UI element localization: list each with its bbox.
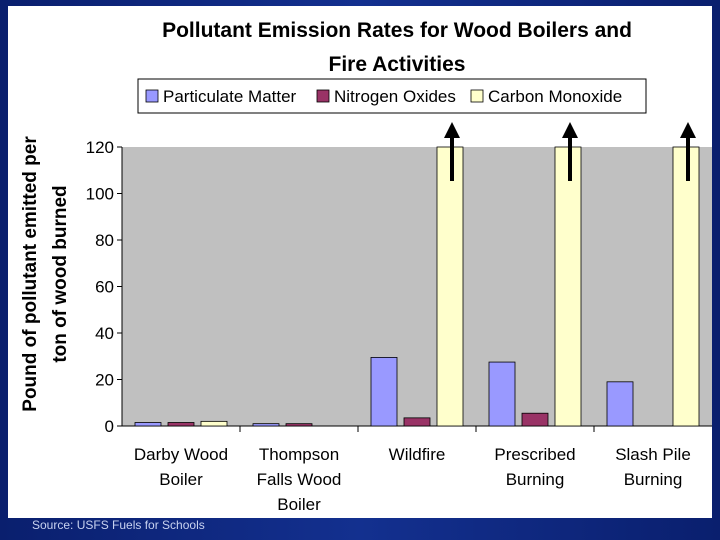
x-tick-label: Darby Wood: [134, 445, 228, 464]
chart-title-line1: Pollutant Emission Rates for Wood Boiler…: [162, 19, 632, 42]
up-arrow-icon: [562, 122, 578, 181]
plot-area: [122, 147, 712, 426]
y-tick-label: 120: [86, 138, 114, 157]
bar: [554, 146, 582, 427]
up-arrow-icon: [444, 122, 460, 181]
bar: [370, 357, 398, 427]
y-axis-label-line2: ton of wood burned: [50, 185, 71, 362]
legend-box: [137, 78, 647, 114]
x-tick-label: Falls Wood: [257, 470, 342, 489]
y-tick-label: 20: [95, 371, 114, 390]
x-tick-label: Burning: [624, 470, 683, 489]
bar: [403, 417, 431, 427]
legend-label: Nitrogen Oxides: [334, 87, 456, 106]
bar: [488, 361, 516, 427]
arrow-head: [562, 122, 578, 138]
bar: [252, 423, 280, 427]
x-tick-label: Boiler: [159, 470, 203, 489]
x-tick-label: Wildfire: [389, 445, 446, 464]
y-tick-label: 0: [105, 417, 114, 436]
bar: [672, 146, 700, 427]
x-tick-label: Slash Pile: [615, 445, 691, 464]
y-tick-label: 60: [95, 278, 114, 297]
x-tick-label: Prescribed: [494, 445, 575, 464]
y-tick-label: 80: [95, 231, 114, 250]
bar: [167, 422, 195, 427]
arrow-head: [444, 122, 460, 138]
legend-label: Carbon Monoxide: [488, 87, 622, 106]
arrow-head: [680, 122, 696, 138]
x-tick-label: Boiler: [277, 495, 321, 514]
y-axis-label-line1: Pound of pollutant emitted per: [20, 136, 41, 412]
bar: [200, 420, 228, 427]
bar: [606, 381, 634, 427]
legend-swatch: [470, 89, 484, 103]
bar: [436, 146, 464, 427]
legend-label: Particulate Matter: [163, 87, 297, 106]
up-arrow-icon: [680, 122, 696, 181]
y-tick-label: 40: [95, 324, 114, 343]
source-note: Source: USFS Fuels for Schools: [32, 518, 205, 532]
legend-swatch: [145, 89, 159, 103]
y-tick-label: 100: [86, 185, 114, 204]
x-tick-label: Thompson: [259, 445, 339, 464]
legend-swatch: [316, 89, 330, 103]
bar: [134, 422, 162, 427]
x-tick-label: Burning: [506, 470, 565, 489]
chart-panel: Pollutant Emission Rates for Wood Boiler…: [8, 6, 712, 518]
bar: [521, 412, 549, 427]
legend: Particulate Matter Nitrogen Oxides Carbon …: [137, 78, 647, 114]
emissions-chart: Pollutant Emission Rates for Wood Boiler…: [20, 19, 712, 514]
bar: [285, 423, 313, 427]
chart-title-line2: Fire Activities: [329, 53, 466, 76]
